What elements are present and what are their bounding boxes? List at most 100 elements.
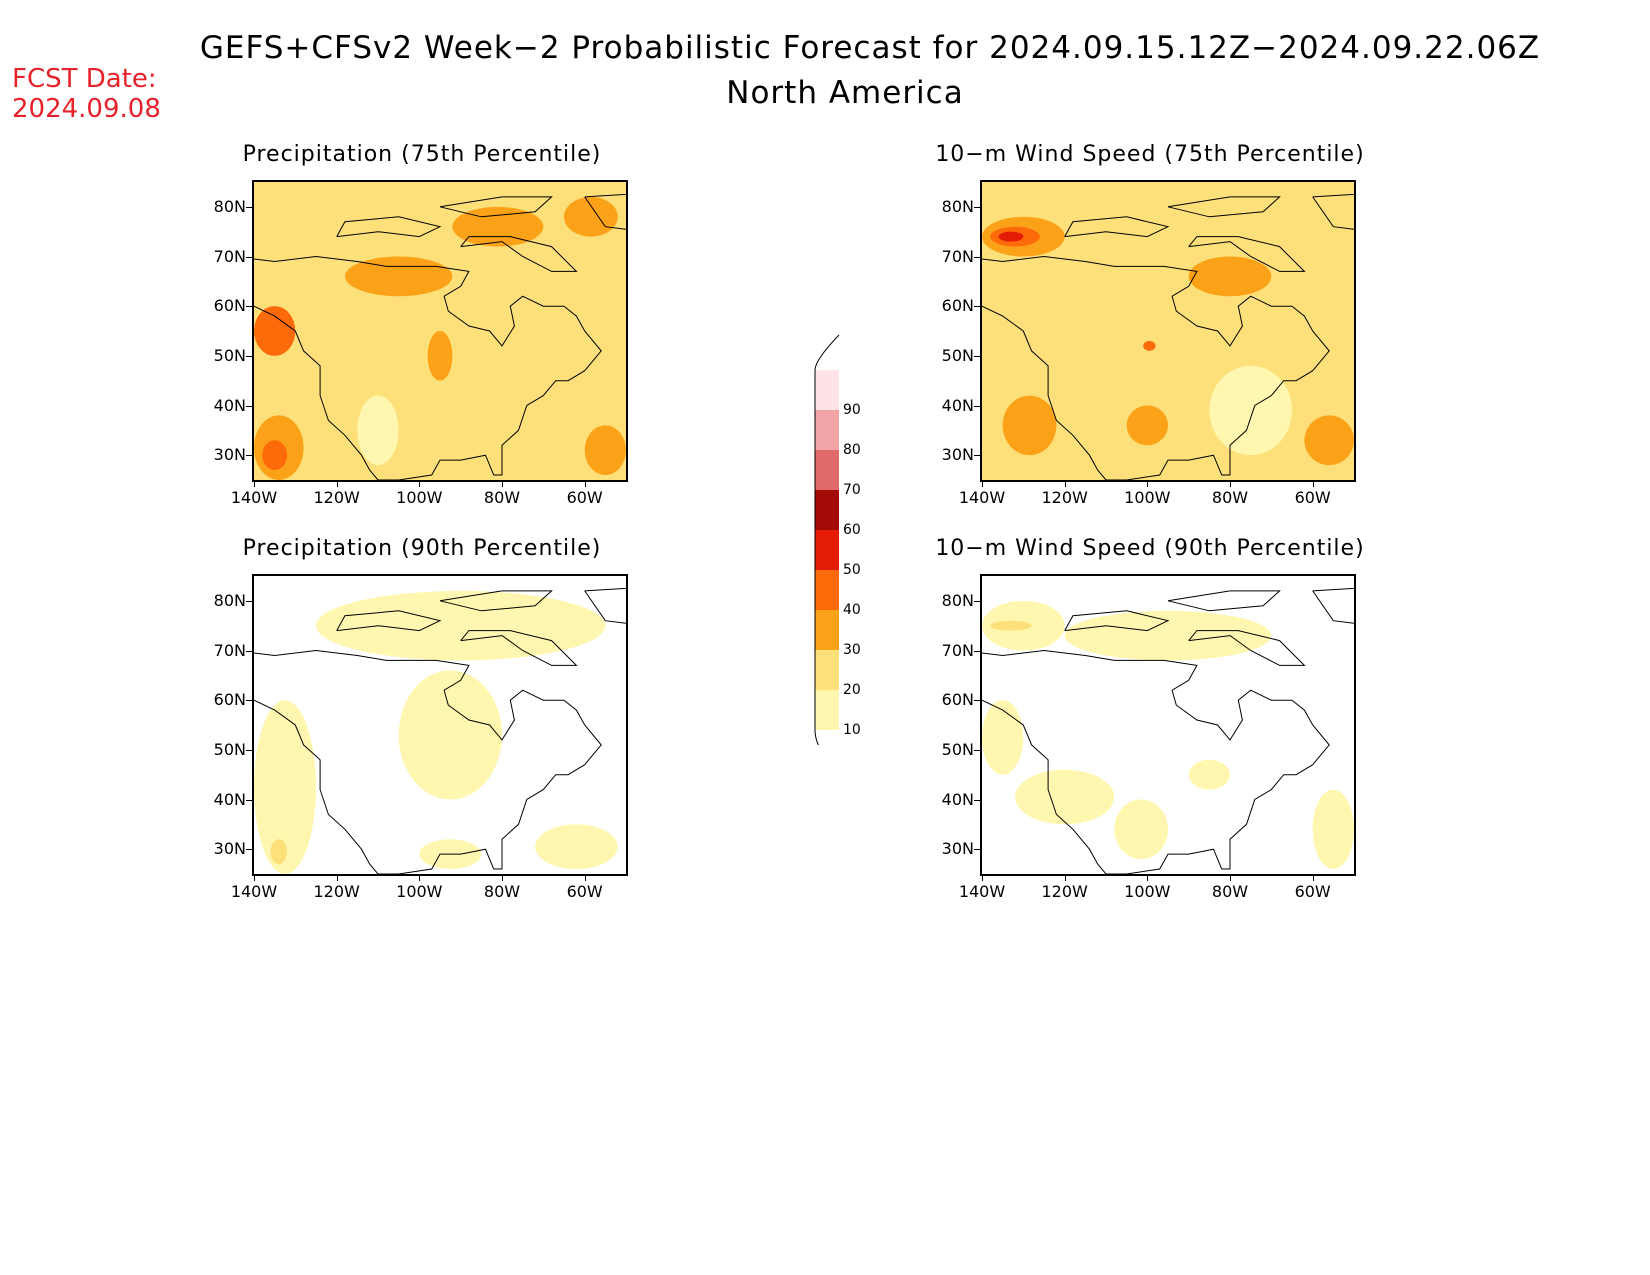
- coastline: [254, 649, 602, 874]
- island-outline: [460, 630, 578, 666]
- figure-subtitle: North America: [726, 75, 964, 111]
- lat-tick: [974, 849, 980, 851]
- lat-tick: [246, 700, 252, 702]
- lon-label: 80W: [483, 882, 521, 901]
- colorbar-swatch: [815, 570, 839, 610]
- lon-tick: [254, 481, 255, 487]
- lat-label: 50N: [941, 345, 974, 365]
- colorbar-label: 60: [843, 522, 861, 538]
- lat-label: 30N: [213, 839, 246, 859]
- lon-tick: [1147, 875, 1149, 881]
- lon-label: 120W: [1041, 488, 1088, 507]
- colorbar-label: 10: [843, 722, 861, 738]
- island-outline: [1312, 587, 1354, 624]
- lon-tick: [982, 481, 983, 487]
- shading-region: [357, 395, 399, 466]
- map-svg: [254, 182, 626, 480]
- island-outline: [1188, 630, 1306, 666]
- lon-label: 100W: [396, 488, 443, 507]
- lon-tick: [1064, 481, 1066, 487]
- lon-tick: [502, 481, 503, 487]
- map-area: [252, 574, 628, 876]
- colorbar-label: 80: [843, 442, 861, 458]
- colorbar: 10 20 30 40 50 60 70 80 90: [805, 335, 885, 745]
- lon-label: 120W: [313, 488, 360, 507]
- lat-label: 70N: [213, 640, 246, 660]
- lat-tick: [974, 455, 980, 457]
- lat-label: 40N: [213, 789, 246, 809]
- island-outline: [460, 236, 578, 272]
- lat-tick: [974, 355, 980, 357]
- lat-tick: [246, 749, 252, 751]
- island-outline: [1167, 590, 1281, 612]
- island-outline: [336, 216, 442, 238]
- shading-region: [998, 231, 1024, 242]
- shading-region: [564, 196, 618, 237]
- shading-region: [1064, 610, 1272, 661]
- lon-tick: [502, 875, 503, 881]
- lat-label: 70N: [941, 640, 974, 660]
- shading-region: [990, 620, 1032, 631]
- island-outline: [584, 193, 626, 230]
- lon-label: 100W: [1124, 488, 1171, 507]
- shading-region: [1126, 405, 1168, 446]
- lon-tick: [1147, 481, 1149, 487]
- panel-wind-75: 10−m Wind Speed (75th Percentile) 30N 40N…: [920, 142, 1380, 512]
- lon-label: 140W: [230, 882, 278, 901]
- lat-tick: [246, 256, 252, 258]
- lat-tick: [246, 600, 252, 602]
- panel-precip-75: Precipitation (75th Percentile) 30N 40N 50…: [192, 142, 652, 512]
- lon-tick: [419, 875, 421, 881]
- shading-region: [1209, 365, 1292, 456]
- lat-label: 80N: [941, 196, 974, 216]
- colorbar-swatch: [815, 610, 839, 650]
- shading-region: [254, 306, 296, 356]
- map-svg: [254, 587, 626, 874]
- panel-title: 10−m Wind Speed (90th Percentile): [935, 536, 1365, 561]
- lat-label: 30N: [941, 839, 974, 859]
- shading-region: [316, 590, 606, 661]
- lon-tick: [584, 481, 586, 487]
- lon-tick: [1230, 481, 1231, 487]
- lat-tick: [974, 206, 980, 208]
- map-svg: [982, 587, 1354, 874]
- figure-title: GEFS+CFSv2 Week−2 Probabilistic Forecast…: [199, 30, 1541, 66]
- lon-tick: [336, 875, 338, 881]
- lon-label: 60W: [566, 488, 603, 507]
- lat-label: 80N: [941, 590, 974, 610]
- lat-label: 40N: [213, 395, 246, 415]
- lon-label: 80W: [1211, 488, 1249, 507]
- colorbar-swatch: [815, 450, 839, 490]
- shading-region: [254, 700, 316, 874]
- colorbar-label: 40: [843, 602, 861, 618]
- shading-region: [1304, 415, 1354, 466]
- colorbar-swatch: [815, 650, 839, 690]
- colorbar-outline: [814, 335, 840, 745]
- colorbar-swatch: [815, 410, 839, 450]
- lon-tick: [1312, 481, 1314, 487]
- lat-tick: [974, 700, 980, 702]
- coastline: [982, 649, 1330, 874]
- map-svg: [982, 182, 1354, 480]
- colorbar-swatch: [815, 690, 839, 730]
- lon-tick: [419, 481, 421, 487]
- island-outline: [1064, 610, 1170, 632]
- lon-tick: [982, 875, 983, 881]
- lat-tick: [974, 306, 980, 308]
- lon-tick: [1064, 875, 1066, 881]
- lat-label: 70N: [941, 246, 974, 266]
- island-outline: [439, 590, 553, 612]
- lat-tick: [246, 650, 252, 652]
- lat-label: 40N: [941, 789, 974, 809]
- shading-region: [1143, 340, 1156, 351]
- island-outline: [1167, 196, 1281, 218]
- lat-tick: [974, 405, 980, 407]
- lon-label: 80W: [483, 488, 521, 507]
- lat-tick: [246, 206, 252, 208]
- lon-label: 140W: [958, 882, 1006, 901]
- lat-label: 60N: [213, 690, 246, 710]
- panel-title: Precipitation (90th Percentile): [242, 536, 602, 561]
- shading-region: [262, 440, 288, 471]
- map-area: [980, 574, 1356, 876]
- lat-label: 50N: [213, 345, 246, 365]
